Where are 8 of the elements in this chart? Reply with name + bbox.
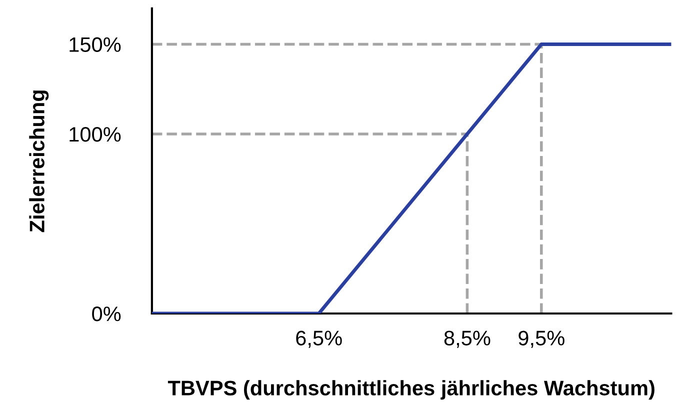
y-tick-label: 150%: [70, 37, 121, 52]
x-tick-label: 9,5%: [518, 330, 564, 348]
x-axis-title: TBVPS (durchschnittliches jährliches Wachstum): [168, 380, 654, 400]
y-tick-label: 100%: [70, 127, 121, 142]
y-axis-title: Zielerreichung: [29, 90, 49, 232]
x-tick-label: 6,5%: [296, 330, 342, 348]
x-tick-label: 8,5%: [444, 330, 490, 348]
y-tick-label: 0%: [92, 306, 121, 322]
